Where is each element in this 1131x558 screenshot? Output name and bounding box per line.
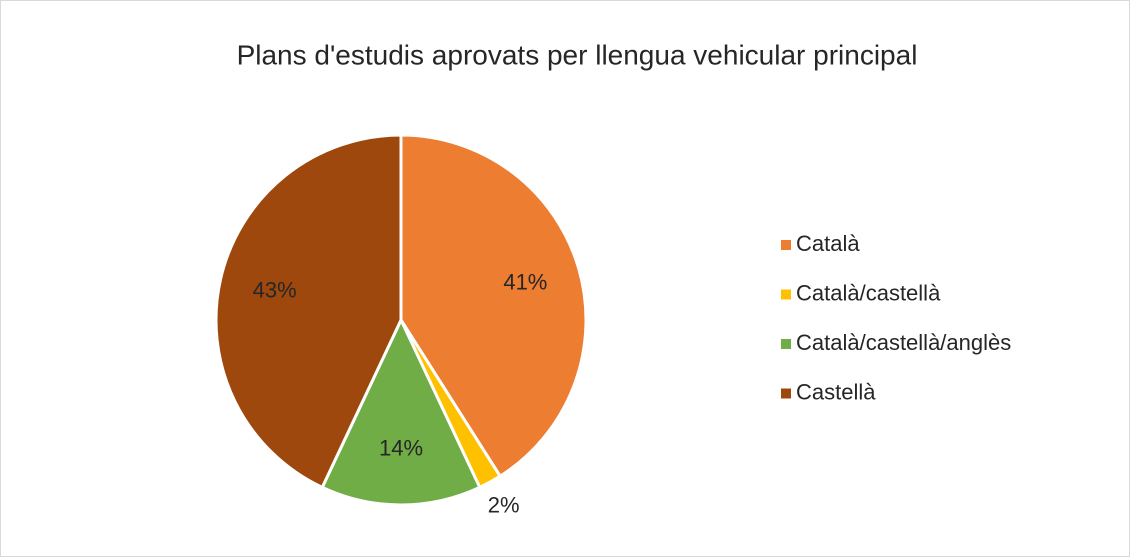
data-label: 41% (503, 270, 547, 295)
data-label: 14% (379, 435, 423, 460)
pie-slice (214, 133, 403, 490)
legend-swatch (781, 289, 791, 300)
data-label: 43% (253, 278, 297, 303)
pie-slice (320, 316, 482, 507)
data-label: 2% (488, 492, 520, 517)
legend-swatch (781, 240, 791, 250)
legend-label: Castellà (796, 379, 876, 404)
legend-label: Català/castellà/anglès (796, 330, 1011, 355)
chart-title: Plans d'estudis aprovats per llengua veh… (237, 39, 918, 70)
legend-label: Català/castellà (796, 280, 941, 305)
legend-swatch (781, 388, 791, 399)
legend-label: Català (796, 231, 860, 256)
legend-swatch (781, 339, 791, 349)
